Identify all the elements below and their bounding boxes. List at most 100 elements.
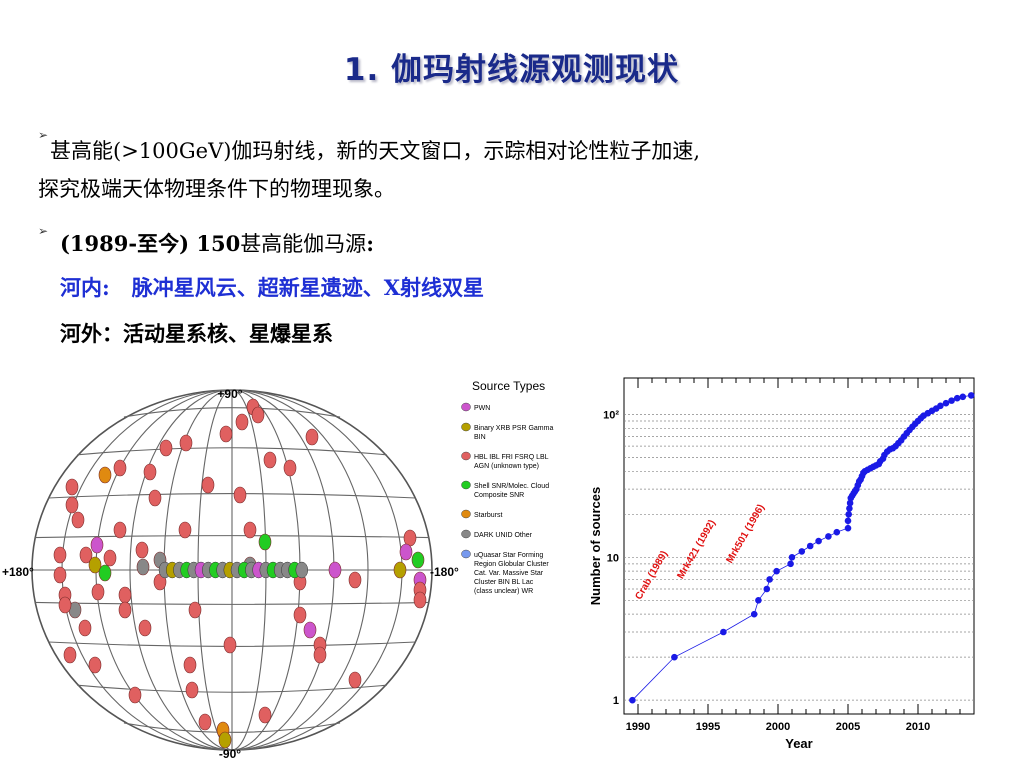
legend-marker bbox=[461, 422, 471, 432]
chart-ticks: 1990 1995 2000 2005 2010 1 10 10² bbox=[603, 378, 961, 733]
legend-marker bbox=[461, 480, 471, 490]
y-tick-label: 10² bbox=[603, 409, 619, 421]
source-dot bbox=[118, 601, 132, 619]
source-dot bbox=[223, 636, 237, 654]
data-point bbox=[942, 399, 950, 407]
skymap-legend: PWN Binary XRB PSR Gamma BIN HBL IBL FRI FS… bbox=[461, 402, 553, 595]
x-tick-label: 1995 bbox=[696, 721, 720, 733]
legend-label: Region Globular Cluster bbox=[474, 561, 549, 568]
data-point bbox=[844, 517, 852, 525]
source-dot bbox=[219, 425, 233, 443]
skymap-parallel bbox=[77, 684, 387, 693]
source-dot bbox=[138, 619, 152, 637]
source-dot bbox=[143, 463, 157, 481]
skymap-parallel bbox=[123, 407, 341, 418]
source-dot bbox=[411, 551, 425, 569]
source-dot bbox=[235, 413, 249, 431]
source-dot bbox=[136, 558, 150, 576]
source-dot bbox=[313, 646, 327, 664]
data-point bbox=[845, 511, 852, 518]
legend-marker bbox=[461, 529, 471, 539]
source-dot bbox=[88, 656, 102, 674]
data-point bbox=[833, 528, 841, 536]
legend-label: PWN bbox=[474, 405, 490, 412]
data-point bbox=[750, 610, 758, 618]
source-dot bbox=[328, 561, 342, 579]
data-point bbox=[798, 548, 806, 555]
data-point bbox=[815, 537, 822, 545]
data-point bbox=[629, 696, 636, 704]
skymap-sources bbox=[53, 398, 427, 749]
skymap-label-top: +90° bbox=[217, 387, 242, 401]
bullet-marker: ➢ bbox=[38, 128, 49, 142]
source-dot bbox=[128, 686, 142, 704]
source-dot bbox=[148, 489, 162, 507]
legend-label: (class unclear) WR bbox=[474, 588, 533, 595]
data-point bbox=[671, 653, 678, 661]
legend-marker bbox=[461, 509, 471, 519]
data-point bbox=[763, 585, 771, 593]
bullet2-colon: : bbox=[366, 231, 374, 256]
data-point bbox=[766, 576, 773, 583]
source-dot bbox=[90, 536, 104, 554]
legend-label: Composite SNR bbox=[474, 492, 524, 499]
source-dot bbox=[159, 439, 173, 457]
data-point bbox=[967, 392, 975, 399]
source-dot bbox=[65, 478, 79, 496]
legend-label: HBL IBL FRI FSRQ LBL bbox=[474, 454, 549, 461]
skymap-label-bottom: -90° bbox=[219, 747, 241, 761]
data-point bbox=[806, 542, 814, 550]
source-dot bbox=[58, 596, 72, 614]
source-dot bbox=[118, 586, 132, 604]
legend-label: Cluster BIN BL Lac bbox=[474, 579, 534, 586]
x-tick-label: 1990 bbox=[626, 721, 650, 733]
galactic-plane-source bbox=[295, 561, 309, 579]
source-dot bbox=[65, 496, 79, 514]
source-dot bbox=[88, 556, 102, 574]
source-dot bbox=[413, 591, 427, 609]
source-dot bbox=[179, 434, 193, 452]
data-point bbox=[844, 524, 852, 532]
skymap-parallel bbox=[77, 447, 387, 456]
source-dot bbox=[113, 521, 127, 539]
skymap-parallel bbox=[35, 601, 429, 605]
extragalactic-line: 河外：活动星系核、星爆星系 bbox=[60, 321, 333, 346]
source-dot bbox=[98, 466, 112, 484]
data-point bbox=[720, 628, 727, 636]
data-point bbox=[937, 402, 944, 410]
data-point bbox=[788, 554, 796, 561]
data-point bbox=[846, 505, 853, 512]
x-tick-label: 2000 bbox=[766, 721, 790, 733]
galactic-list: 脉冲星风云、超新星遗迹、X射线双星 bbox=[131, 275, 484, 300]
source-dot bbox=[283, 459, 297, 477]
source-dot bbox=[178, 521, 192, 539]
skymap-parallel bbox=[35, 535, 429, 539]
x-tick-label: 2010 bbox=[906, 721, 930, 733]
source-dot bbox=[403, 529, 417, 547]
legend-label: DARK UNID Other bbox=[474, 532, 533, 539]
skymap-figure: +90° -90° +180° -180° Source Types PWN Bi… bbox=[2, 379, 553, 761]
slide-title: 1. 伽玛射线源观测现状 bbox=[343, 52, 680, 88]
legend-title: Source Types bbox=[472, 379, 545, 393]
legend-label: AGN (unknown type) bbox=[474, 463, 539, 470]
legend-label: BIN bbox=[474, 434, 486, 441]
data-point bbox=[948, 397, 955, 404]
skymap-label-left: +180° bbox=[2, 565, 34, 579]
skymap-parallel bbox=[123, 722, 341, 733]
chart-ylabel: Number of sources bbox=[588, 487, 603, 605]
source-dot bbox=[71, 511, 85, 529]
source-dot bbox=[305, 428, 319, 446]
legend-label: uQuasar Star Forming bbox=[474, 552, 543, 559]
bullet1-line2: 探究极端天体物理条件下的物理现象。 bbox=[38, 177, 395, 201]
source-dot bbox=[348, 571, 362, 589]
bullet2-line: (1989-至今) 150甚高能伽马源: bbox=[60, 228, 374, 258]
source-dot bbox=[218, 731, 232, 749]
source-dot bbox=[103, 549, 117, 567]
data-point bbox=[773, 567, 780, 575]
bullet1-line1: 甚高能(>100GeV)伽玛射线，新的天文窗口，示踪相对论性粒子加速, bbox=[50, 139, 701, 163]
data-point bbox=[825, 533, 832, 540]
galactic-line: 河内: 脉冲星风云、超新星遗迹、X射线双星 bbox=[60, 272, 484, 302]
x-tick-label: 2005 bbox=[836, 721, 860, 733]
legend-label: Cat. Var. Massive Star bbox=[474, 570, 544, 577]
chart-series-points bbox=[629, 392, 975, 704]
